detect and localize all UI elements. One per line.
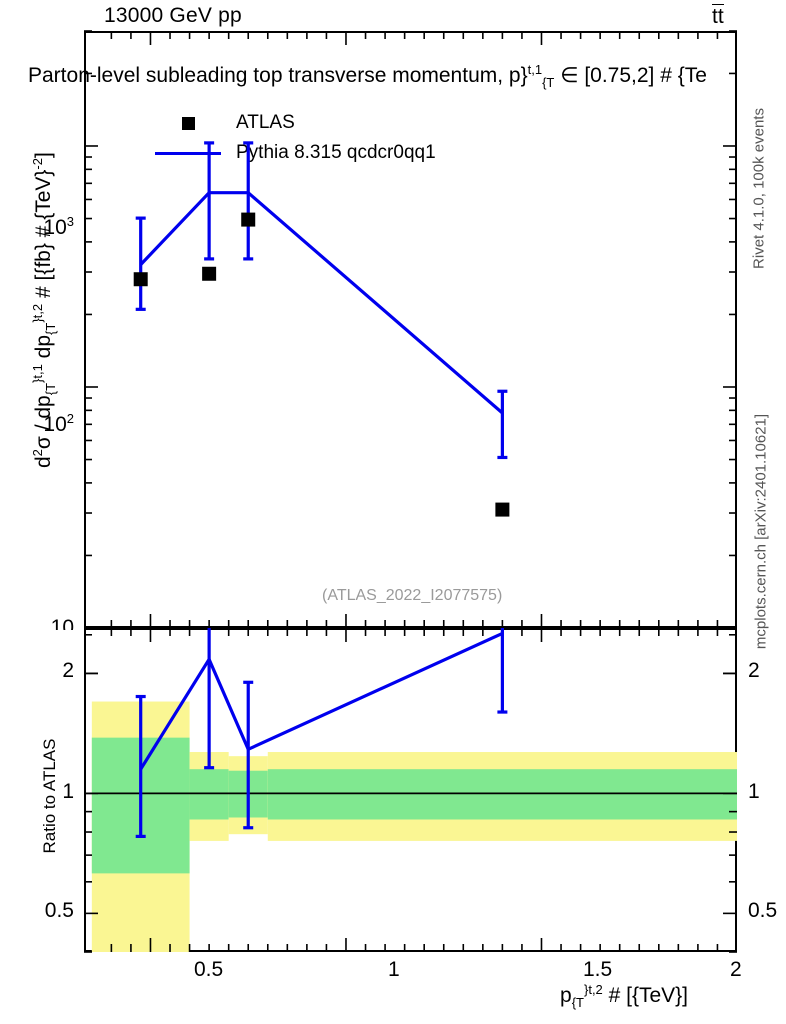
- plot-title-a: Parton-level subleading top transverse m…: [28, 64, 528, 87]
- main-plot-frame: [84, 31, 737, 628]
- legend-label-pythia: Pythia 8.315 qcdcr0qq1: [236, 142, 436, 163]
- legend-item-pythia[interactable]: Pythia 8.315 qcdcr0qq1: [150, 138, 436, 168]
- xtick-1: 1: [388, 958, 400, 981]
- analysis-id-watermark: (ATLAS_2022_I2077575): [322, 587, 503, 604]
- process-label: tt: [712, 4, 724, 29]
- mcplots-credit: mcplots.cern.ch [arXiv:2401.10621]: [752, 413, 770, 650]
- xtick-1p5: 1.5: [583, 958, 613, 981]
- ratio-ytick-2-right: 2: [748, 659, 760, 682]
- legend-label-atlas: ATLAS: [236, 112, 295, 133]
- legend-marker-square-icon: [150, 116, 226, 130]
- xtick-0p5: 0.5: [194, 958, 224, 981]
- xlab-sub: {T: [571, 995, 584, 1011]
- plot-title-b: ∈ [0.75,2] # {Te: [554, 64, 707, 87]
- ylab-e: ]: [31, 152, 55, 159]
- plot-title-sup: t,1: [527, 62, 543, 77]
- ylab-sup2: }t,1: [29, 364, 45, 383]
- ylab-sup4: -2: [29, 158, 45, 170]
- xlab-a: p: [560, 984, 572, 1007]
- xlab-b: # [{TeV}]: [602, 984, 689, 1007]
- process-label-text: tt: [712, 4, 724, 28]
- ylab-sup1: 2: [29, 449, 45, 457]
- ratio-ytick-05-left: 0.5: [44, 899, 74, 922]
- plot-title: Parton-level subleading top transverse m…: [28, 62, 707, 90]
- xlab-sup: }t,2: [583, 982, 603, 997]
- ylab-sup3: }t,2: [29, 303, 45, 323]
- legend: ATLAS Pythia 8.315 qcdcr0qq1: [150, 108, 436, 168]
- plot-title-sub: {T: [542, 75, 555, 91]
- ylab-a: d: [31, 456, 55, 469]
- main-y-axis-label: d2σ / dp{T}t,1 dp{T}t,2 # [{fb} # {TeV}-…: [30, 80, 58, 540]
- ratio-plot-frame: [84, 628, 737, 952]
- main-ytick-1e2: 102: [43, 411, 74, 436]
- ylab-sub2: {T: [43, 322, 59, 335]
- legend-item-atlas[interactable]: ATLAS: [150, 108, 436, 138]
- main-ytick-1e1: 10: [50, 616, 74, 630]
- ratio-ytick-1-right: 1: [748, 780, 760, 803]
- xtick-2: 2: [730, 958, 742, 981]
- ratio-ytick-05-right: 0.5: [748, 899, 778, 922]
- ratio-ytick-1-left: 1: [62, 780, 74, 803]
- ylab-c: dp: [31, 334, 55, 365]
- main-ytick-1e3: 103: [43, 214, 74, 239]
- ratio-ytick-2-left: 2: [62, 659, 74, 682]
- beam-energy-label: 13000 GeV pp: [104, 4, 242, 27]
- ylab-sub1: {T: [43, 382, 59, 396]
- legend-line-icon: [150, 151, 226, 155]
- x-axis-label: p{T}t,2 # [{TeV}]: [560, 982, 688, 1010]
- rivet-credit: Rivet 4.1.0, 100k events: [750, 108, 768, 269]
